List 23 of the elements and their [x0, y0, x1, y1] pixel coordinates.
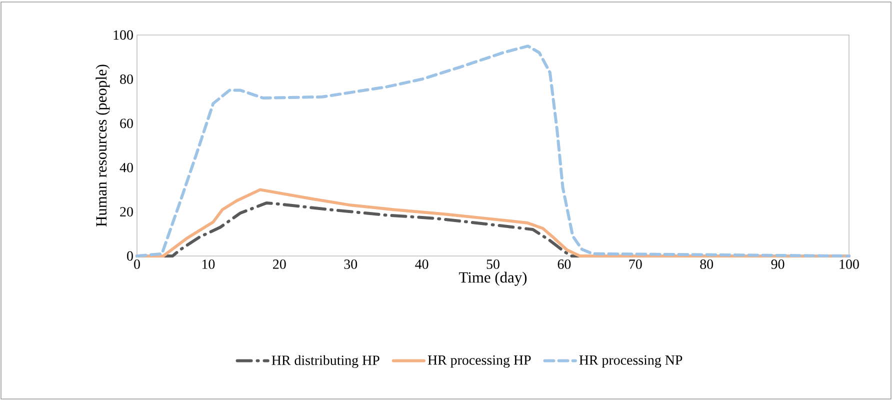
legend-label: HR processing NP — [579, 355, 682, 368]
legend-label: HR processing HP — [428, 355, 531, 368]
x-tick-label: 30 — [344, 260, 358, 269]
y-tick-label: 0 — [127, 251, 133, 261]
y-axis-title: Human resources (people) — [96, 64, 110, 227]
x-tick-label: 10 — [202, 260, 215, 269]
x-tick-label: 100 — [840, 260, 859, 269]
x-tick-label: 20 — [273, 260, 286, 269]
x-tick-label: 0 — [134, 260, 140, 269]
y-tick-label: 100 — [114, 30, 133, 40]
x-tick-label: 60 — [558, 260, 571, 269]
y-tick-label: 80 — [120, 74, 133, 84]
x-tick-label: 70 — [629, 260, 642, 269]
y-tick-label: 60 — [120, 118, 133, 128]
y-tick-label: 40 — [120, 162, 133, 172]
x-tick-label: 50 — [486, 260, 500, 269]
x-tick-label: 90 — [771, 260, 784, 269]
y-tick-label: 20 — [120, 207, 133, 217]
legend-label: HR distributing HP — [272, 355, 380, 368]
line-series — [136, 44, 851, 258]
x-tick-label: 40 — [415, 260, 428, 269]
x-tick-label: 80 — [700, 260, 714, 269]
x-axis-title: Time (day) — [459, 272, 527, 286]
